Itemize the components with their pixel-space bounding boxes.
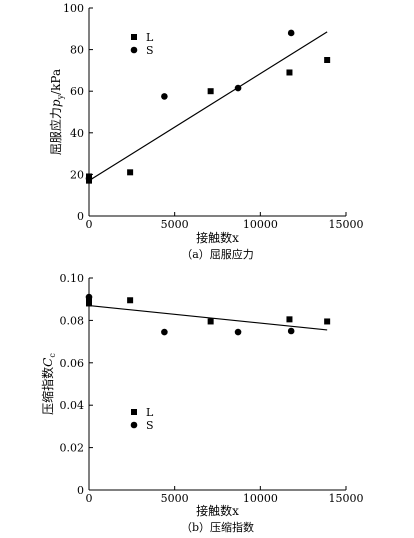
y-tick-label: 0 — [77, 484, 84, 497]
y-tick-label: 0.08 — [60, 314, 85, 327]
data-point-s — [287, 327, 295, 335]
x-tick-label: 0 — [86, 218, 93, 231]
data-point-l — [286, 316, 293, 323]
x-axis-title: 接触数x — [196, 503, 239, 518]
figure-caption: （b）压缩指数 — [181, 520, 254, 534]
y-tick-label: 100 — [63, 2, 84, 15]
y-tick-label: 0.02 — [60, 442, 85, 455]
data-point-s — [234, 328, 242, 336]
x-axis-title: 接触数x — [196, 230, 239, 245]
chart-b: 0 0.02 0.04 0.06 0.08 0.10 0 5000 10000 15000 LS 接触… — [40, 272, 364, 534]
data-point-l — [207, 88, 214, 95]
legend-label-l: L — [146, 406, 154, 419]
legend-marker-s — [130, 421, 138, 429]
legend-marker-l — [131, 409, 137, 415]
y-tick-label: 60 — [70, 85, 84, 98]
data-point-l — [207, 318, 214, 325]
y-tick-label: 40 — [70, 127, 84, 140]
legend-marker-l — [131, 34, 137, 40]
data-point-s — [85, 293, 93, 301]
y-tick-label: 0.06 — [60, 357, 85, 370]
data-point-l — [286, 69, 293, 76]
x-tick-label: 10000 — [243, 492, 278, 505]
x-tick-label: 10000 — [243, 218, 278, 231]
fit-line — [88, 31, 328, 182]
data-point-s — [85, 175, 93, 182]
data-point-l — [127, 169, 134, 176]
x-tick-label: 5000 — [161, 492, 189, 505]
y-tick-label: 0 — [77, 210, 84, 223]
chart-a: 0 20 40 60 80 100 0 5000 10000 15000 LS 接触数x 屈服应力py/… — [48, 2, 364, 261]
y-axis-title: 屈服应力py/kPa — [48, 69, 65, 155]
legend-marker-s — [130, 46, 138, 54]
y-tick-label: 0.04 — [60, 399, 85, 412]
data-point-s — [161, 328, 168, 336]
x-tick-label: 0 — [86, 492, 93, 505]
y-axis-title: 压缩指数Cc — [40, 353, 57, 415]
figure-caption: （a）屈服应力 — [181, 247, 254, 261]
x-tick-label: 15000 — [329, 218, 364, 231]
y-tick-label: 0.10 — [60, 272, 85, 285]
data-point-l — [324, 318, 331, 325]
data-point-l — [86, 298, 92, 305]
data-point-s — [234, 84, 242, 92]
data-point-s — [161, 93, 168, 100]
y-tick-label: 80 — [70, 44, 84, 57]
data-point-l — [127, 297, 134, 304]
data-point-l — [324, 57, 331, 63]
x-tick-label: 5000 — [161, 218, 189, 231]
legend-label-s: S — [146, 44, 154, 57]
legend-label-s: S — [146, 419, 154, 432]
legend-label-l: L — [146, 31, 154, 44]
x-tick-label: 15000 — [329, 492, 364, 505]
fit-line — [88, 304, 328, 331]
y-tick-label: 20 — [70, 168, 84, 181]
data-point-s — [287, 29, 295, 37]
